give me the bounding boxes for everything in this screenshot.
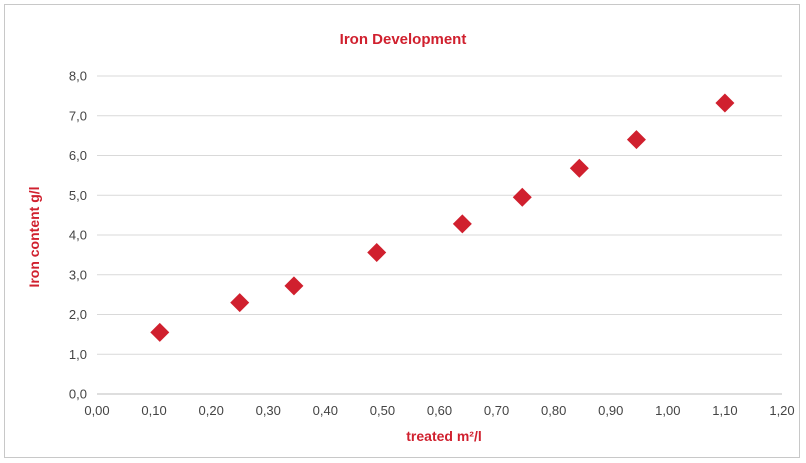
y-tick-label: 4,0 <box>69 228 87 243</box>
data-point <box>367 242 387 262</box>
x-tick-label: 1,20 <box>769 403 794 418</box>
y-tick-label: 6,0 <box>69 148 87 163</box>
data-point <box>512 187 532 207</box>
x-tick-label: 0,90 <box>598 403 623 418</box>
x-tick-label: 0,80 <box>541 403 566 418</box>
y-tick-label: 8,0 <box>69 69 87 84</box>
data-point <box>569 158 589 178</box>
data-point <box>230 293 250 313</box>
x-tick-label: 1,10 <box>712 403 737 418</box>
x-tick-label: 0,20 <box>199 403 224 418</box>
data-point <box>715 93 735 113</box>
data-point <box>452 214 472 234</box>
x-tick-label: 0,00 <box>84 403 109 418</box>
x-tick-label: 0,50 <box>370 403 395 418</box>
data-point <box>284 276 304 296</box>
chart-title: Iron Development <box>339 31 467 48</box>
x-tick-label: 0,10 <box>141 403 166 418</box>
data-point <box>150 322 170 342</box>
y-tick-label: 1,0 <box>69 347 87 362</box>
x-tick-label: 0,70 <box>484 403 509 418</box>
y-tick-label: 3,0 <box>69 267 87 282</box>
x-tick-label: 0,60 <box>427 403 452 418</box>
x-tick-label: 0,30 <box>256 403 281 418</box>
y-tick-label: 7,0 <box>69 108 87 123</box>
x-tick-label: 0,40 <box>313 403 338 418</box>
y-tick-label: 5,0 <box>69 188 87 203</box>
y-tick-label: 2,0 <box>69 307 87 322</box>
data-point <box>626 130 646 150</box>
x-tick-label: 1,00 <box>655 403 680 418</box>
x-axis-label: treated m²/l <box>406 428 482 444</box>
y-tick-label: 0,0 <box>69 387 87 402</box>
chart-frame <box>4 4 800 458</box>
